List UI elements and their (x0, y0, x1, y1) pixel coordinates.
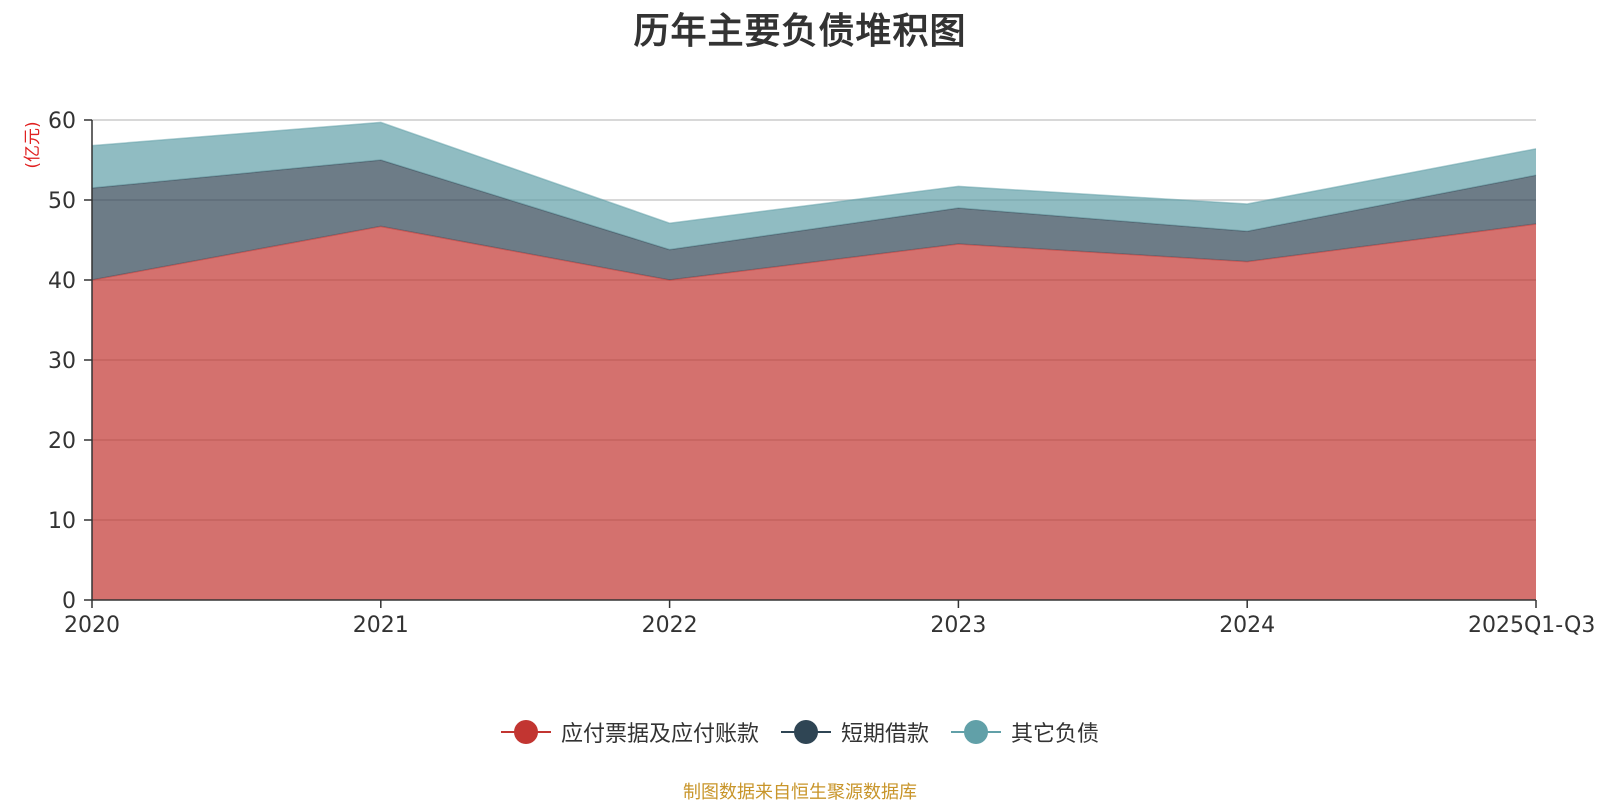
y-tick-label: 10 (48, 509, 76, 534)
x-tick-label: 2024 (1219, 613, 1275, 638)
y-tick-label: 40 (48, 269, 76, 294)
axes: 0 10 20 30 40 50 60 2020 2021 2022 2023 2024 2025Q1-… (48, 109, 1595, 638)
y-tick-label: 50 (48, 189, 76, 214)
x-tick-label: 2022 (642, 613, 698, 638)
legend-label: 应付票据及应付账款 (560, 722, 759, 747)
legend: 应付票据及应付账款 短期借款 其它负债 (0, 716, 1600, 748)
legend-marker-icon (951, 719, 1001, 745)
x-tick-label: 2023 (930, 613, 986, 638)
data-source-note: 制图数据来自恒生聚源数据库 (683, 782, 917, 803)
y-tick-label: 30 (48, 349, 76, 374)
area-series-2[interactable] (92, 160, 1536, 280)
y-axis-label: (亿元) (23, 121, 43, 168)
y-tick-label: 0 (62, 589, 76, 614)
chart-title: 历年主要负债堆积图 (633, 11, 967, 52)
legend-label: 其它负债 (1011, 722, 1100, 747)
legend-item-3[interactable]: 其它负债 (951, 716, 1099, 748)
area-series-3[interactable] (92, 122, 1536, 250)
legend-item-2[interactable]: 短期借款 (780, 716, 929, 748)
area-series-group (91, 121, 1537, 600)
x-tick-label: 2021 (353, 613, 409, 638)
x-tick-label: 2025Q1-Q3 (1468, 613, 1595, 638)
area-series-1[interactable] (92, 224, 1536, 600)
y-tick-label: 60 (48, 109, 76, 134)
area-series-3-edge (91, 121, 1537, 224)
legend-label: 短期借款 (840, 722, 929, 747)
legend-item-1[interactable]: 应付票据及应付账款 (500, 716, 759, 748)
legend-marker-icon (780, 719, 831, 745)
y-tick-label: 20 (48, 429, 76, 454)
legend-marker-icon (500, 719, 551, 745)
x-tick-label: 2020 (64, 613, 120, 638)
